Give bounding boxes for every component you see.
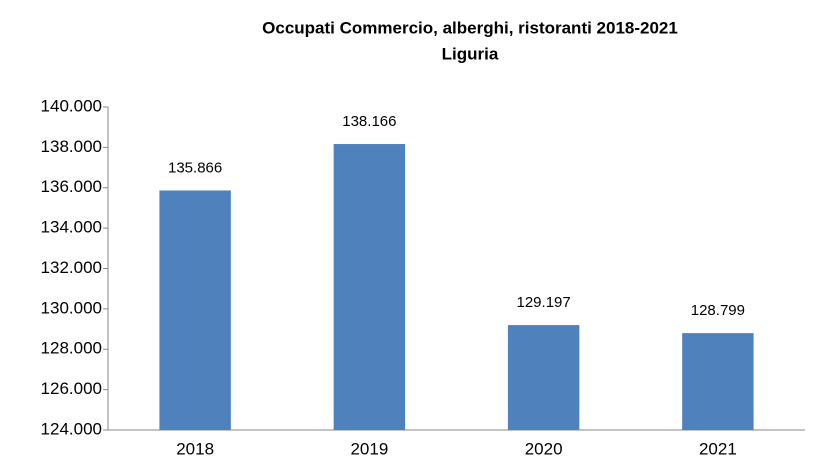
y-tick-label: 130.000 — [41, 298, 102, 317]
x-tick-label: 2020 — [525, 439, 563, 458]
bar — [507, 325, 580, 430]
bar — [333, 144, 406, 431]
x-tick-label: 2021 — [699, 439, 737, 458]
bar — [159, 190, 231, 430]
value-label: 138.166 — [342, 113, 396, 130]
y-tick-label: 134.000 — [41, 218, 102, 237]
y-tick-label: 138.000 — [41, 137, 102, 156]
y-tick-label: 128.000 — [41, 339, 102, 358]
value-label: 135.866 — [168, 159, 222, 176]
chart-title: Occupati Commercio, alberghi, ristoranti… — [262, 18, 678, 37]
value-label: 128.799 — [691, 302, 745, 319]
x-tick-label: 2018 — [176, 439, 214, 458]
y-tick-label: 136.000 — [41, 177, 102, 196]
chart-subtitle: Liguria — [442, 44, 499, 63]
y-tick-label: 124.000 — [41, 419, 102, 438]
y-tick-label: 140.000 — [41, 96, 102, 115]
x-tick-label: 2019 — [350, 439, 388, 458]
y-tick-label: 132.000 — [41, 258, 102, 277]
bar — [682, 333, 754, 430]
y-tick-label: 126.000 — [41, 379, 102, 398]
value-label: 129.197 — [517, 294, 571, 311]
